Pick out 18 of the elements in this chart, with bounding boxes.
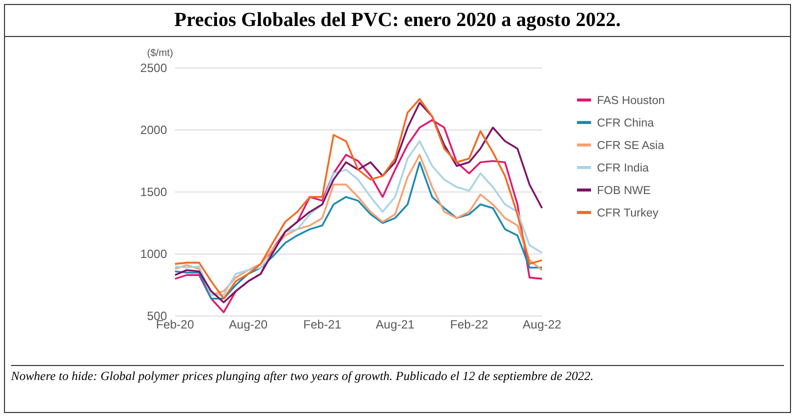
y-tick-label: 2000 [140,122,168,137]
legend-label: CFR China [597,118,654,130]
legend-label: FAS Houston [597,95,665,107]
text: Nowhere to hide: Global polymer prices plunging after two years of growth. Publicado el 12 de septiembre de 2022. [11,365,784,384]
y-tick-label: 1500 [140,184,168,199]
y-tick-label: 1000 [140,246,168,261]
legend-label: CFR India [597,162,650,174]
x-tick-label: Feb-21 [303,318,342,332]
chart-title: Precios Globales del PVC: enero 2020 a agosto 2022. [5,9,790,37]
x-tick-label: Aug-20 [228,318,268,332]
x-tick-label: Aug-21 [376,318,415,332]
x-tick-label: Aug-22 [522,318,562,332]
legend-label: CFR SE Asia [597,140,665,152]
legend-label: FOB NWE [597,185,651,197]
y-axis-title: ($/mt) [147,48,174,59]
x-tick-label: Feb-22 [450,318,488,332]
y-tick-label: 2500 [140,60,168,75]
legend-label: CFR Turkey [597,208,659,220]
